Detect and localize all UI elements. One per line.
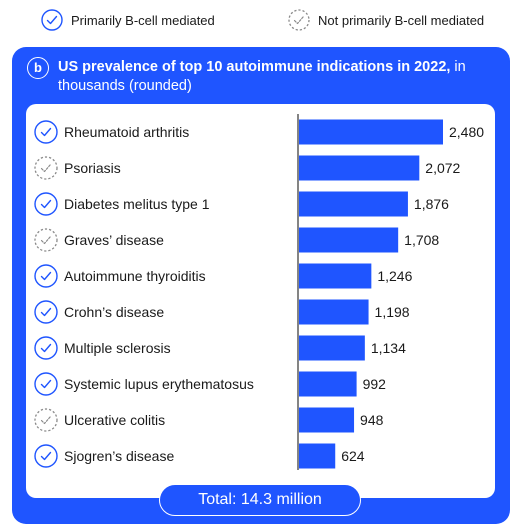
bar [299,119,443,145]
legend-label-non-b-cell: Not primarily B-cell mediated [318,12,485,28]
category-label: Autoimmune thyroiditis [64,268,206,284]
bar [299,191,408,217]
category-label: Crohn’s disease [64,304,164,320]
check-circle-solid-icon [34,192,58,216]
total-pill: Total: 14.3 million [159,484,361,516]
value-label: 1,708 [404,232,439,248]
panel-badge: b [27,57,49,79]
chart-title-rest: in thousands (rounded) [58,59,466,94]
category-label: Psoriasis [64,160,121,176]
chart-title-bold: US prevalence of top 10 autoimmune indic… [58,59,451,75]
value-label: 1,198 [375,304,410,320]
check-circle-dashed-icon [34,228,58,252]
legend: Primarily B-cell mediated Not primarily … [0,8,530,32]
bar [299,299,369,325]
legend-item-non-b-cell: Not primarily B-cell mediated [287,8,484,32]
check-circle-solid-icon [34,336,58,360]
category-label: Diabetes melitus type 1 [64,196,210,212]
value-label: 1,246 [377,268,412,284]
check-circle-dashed-icon [34,408,58,432]
chart-title: US prevalence of top 10 autoimmune indic… [58,58,488,96]
bar [299,263,372,289]
category-label: Multiple sclerosis [64,340,171,356]
check-circle-solid-icon [34,300,58,324]
check-circle-dashed-icon [288,9,310,31]
value-label: 1,134 [371,340,406,356]
category-label: Graves’ disease [64,232,164,248]
value-label: 1,876 [414,196,449,212]
value-label: 624 [341,448,365,464]
value-label: 2,072 [425,160,460,176]
value-label: 992 [363,376,387,392]
bar [299,371,357,397]
check-circle-solid-icon [34,372,58,396]
check-circle-solid-icon [34,444,58,468]
bar-chart: Rheumatoid arthritis 2,480 Psoriasis 2,072 D… [34,114,484,470]
legend-item-b-cell: Primarily B-cell mediated [40,8,215,32]
value-label: 948 [360,412,384,428]
check-circle-solid-icon [41,9,63,31]
chart-card: Rheumatoid arthritis 2,480 Psoriasis 2,072 D… [26,104,495,498]
value-label: 2,480 [449,124,484,140]
category-label: Ulcerative colitis [64,412,165,428]
chart-panel: b US prevalence of top 10 autoimmune ind… [12,47,510,524]
bar [299,227,399,253]
check-circle-dashed-icon [34,156,58,180]
bar [299,443,336,469]
category-label: Rheumatoid arthritis [64,124,189,140]
bar [299,155,420,181]
bar [299,407,355,433]
bar [299,335,365,361]
check-circle-solid-icon [34,264,58,288]
category-label: Sjogren’s disease [64,448,174,464]
category-label: Systemic lupus erythematosus [64,376,254,392]
legend-label-b-cell: Primarily B-cell mediated [71,12,215,28]
check-circle-solid-icon [34,120,58,144]
